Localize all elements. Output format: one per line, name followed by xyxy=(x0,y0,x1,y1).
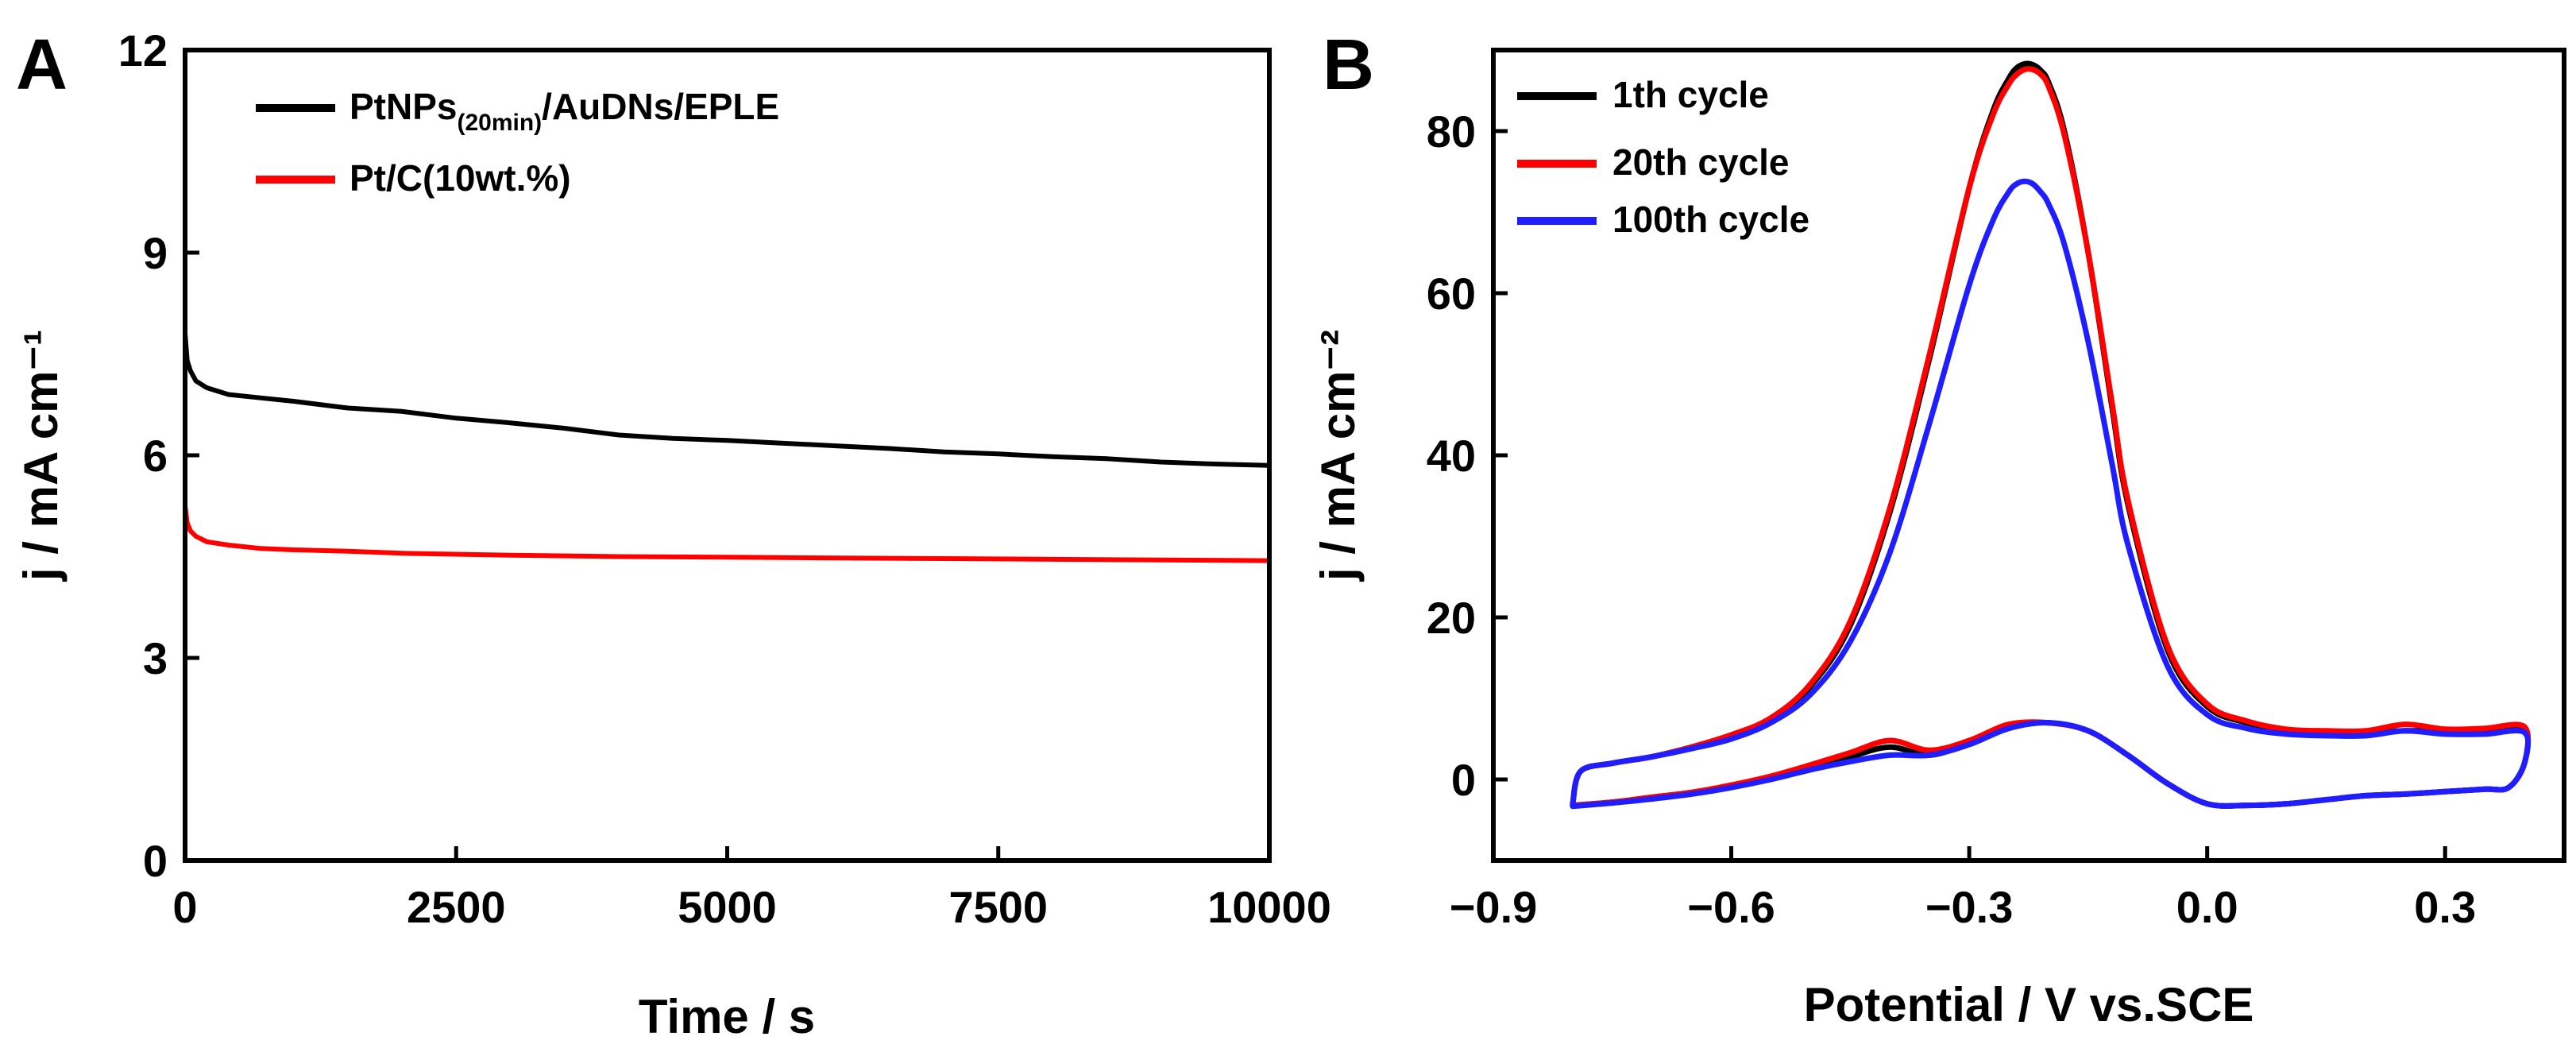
panel-b-x-tick-label: −0.3 xyxy=(1925,882,2014,932)
panel-a: A 0 2500 5000 7500 10000 0 3 6 9 12 PtNPs(20min)/… xyxy=(14,25,1331,1043)
panel-b-x-tick-label: 0.3 xyxy=(2414,882,2476,932)
panel-a-series xyxy=(183,333,1270,563)
panel-b-y-axis-title: j / mA cm⁻² xyxy=(1311,330,1365,582)
panel-a-ticks: 0 2500 5000 7500 10000 0 3 6 9 12 xyxy=(118,25,1331,932)
panel-a-x-tick-label: 10000 xyxy=(1207,882,1331,932)
panel-a-x-tick-label: 7500 xyxy=(948,882,1048,932)
panel-a-series-line-1 xyxy=(183,333,1270,468)
panel-a-y-tick-label: 0 xyxy=(143,836,168,886)
panel-a-y-tick-label: 3 xyxy=(143,633,168,683)
panel-a-series-line-2 xyxy=(183,505,1270,563)
panel-b-legend-label-2: 20th cycle xyxy=(1612,141,1789,183)
panel-b-y-tick-label: 0 xyxy=(1451,755,1476,805)
panel-b-series-loop-3 xyxy=(1570,178,2532,810)
panel-b-y-tick-label: 60 xyxy=(1427,269,1476,319)
panel-b-ticks: −0.9 −0.6 −0.3 0.0 0.3 0 20 40 60 80 xyxy=(1427,106,2476,932)
panel-a-y-axis-title: j / mA cm⁻¹ xyxy=(14,330,68,582)
panel-b-y-tick-label: 80 xyxy=(1427,106,1476,157)
panel-b-y-tick-label: 20 xyxy=(1427,593,1476,643)
panel-b-legend-label-3: 100th cycle xyxy=(1612,199,1809,240)
panel-a-legend: PtNPs(20min)/AuDNs/EPLE Pt/C(10wt.%) xyxy=(256,86,779,199)
panel-a-y-tick-label: 9 xyxy=(143,228,168,278)
panel-a-x-tick-label: 2500 xyxy=(407,882,506,932)
panel-a-letter: A xyxy=(16,25,68,105)
panel-b-legend: 1th cycle 20th cycle 100th cycle xyxy=(1517,74,1809,240)
panel-b-letter: B xyxy=(1323,25,1374,105)
panel-a-x-tick-label: 0 xyxy=(172,882,197,932)
panel-a-legend-label-1: PtNPs(20min)/AuDNs/EPLE xyxy=(350,86,779,136)
panel-b-x-tick-label: 0.0 xyxy=(2176,882,2238,932)
panel-a-x-axis-title: Time / s xyxy=(639,990,815,1043)
panel-b-x-tick-label: −0.9 xyxy=(1450,882,1538,932)
panel-b-y-tick-label: 40 xyxy=(1427,431,1476,481)
panel-a-legend-label-2: Pt/C(10wt.%) xyxy=(350,157,571,199)
panel-a-axes-frame xyxy=(183,48,1272,863)
panel-b-x-tick-label: −0.6 xyxy=(1687,882,1775,932)
panel-b-series-loop-2 xyxy=(1570,66,2532,809)
panel-b-x-axis-title: Potential / V vs.SCE xyxy=(1804,978,2254,1031)
panel-b: B −0.9 −0.6 −0.3 0.0 0.3 0 20 40 60 80 1th cycle 2… xyxy=(1311,25,2566,1031)
panel-b-legend-label-1: 1th cycle xyxy=(1612,74,1769,115)
panel-a-x-tick-label: 5000 xyxy=(678,882,777,932)
panel-b-series xyxy=(1570,60,2532,810)
panel-a-y-tick-label: 12 xyxy=(118,25,168,75)
panel-a-y-tick-label: 6 xyxy=(143,431,168,481)
